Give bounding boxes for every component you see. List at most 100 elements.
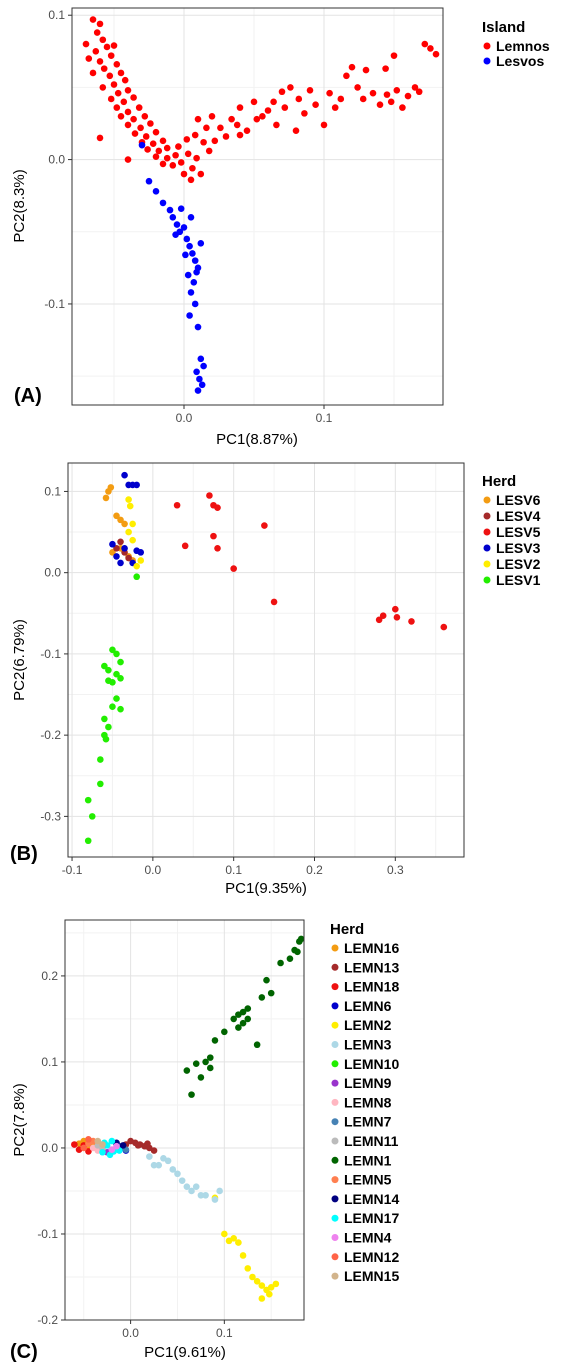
data-point <box>196 375 203 383</box>
legend-entry-label: LEMN17 <box>344 1210 399 1226</box>
data-point <box>126 502 134 510</box>
data-point <box>99 84 107 91</box>
data-point <box>383 91 391 98</box>
legend-swatch <box>331 1060 339 1068</box>
series-lemn1 <box>183 935 305 1098</box>
legend-entry-label: LEMN13 <box>344 959 399 975</box>
data-point <box>89 16 97 23</box>
data-point <box>205 147 213 155</box>
data-point <box>169 1166 177 1173</box>
data-point <box>105 666 112 674</box>
x-tick-label: -0.1 <box>62 863 83 877</box>
data-point <box>230 1015 238 1023</box>
data-point <box>141 112 149 120</box>
legend-entry-label: LESV3 <box>496 540 541 556</box>
data-point <box>155 1161 163 1169</box>
data-point <box>326 89 333 97</box>
data-point <box>193 154 200 162</box>
data-point <box>121 520 128 528</box>
data-point <box>343 72 350 80</box>
data-point <box>292 127 300 135</box>
data-point <box>253 1041 261 1049</box>
data-point <box>183 136 191 143</box>
data-point <box>120 98 128 106</box>
legend-swatch <box>331 1079 339 1087</box>
data-point <box>184 150 192 158</box>
data-point <box>200 138 207 146</box>
data-point <box>113 544 120 552</box>
legend-swatch <box>483 576 491 584</box>
series-lesv4 <box>113 538 132 562</box>
plot-frame <box>71 7 444 406</box>
data-point <box>133 481 140 489</box>
data-point <box>390 52 398 59</box>
data-point <box>250 98 258 106</box>
panel-label: (B) <box>10 843 38 865</box>
data-point <box>85 1148 92 1155</box>
data-point <box>92 48 100 55</box>
data-point <box>206 1064 214 1072</box>
data-point <box>152 128 160 136</box>
x-tick-label: 0.1 <box>316 411 333 425</box>
data-point <box>117 658 124 666</box>
data-point <box>180 170 188 178</box>
legend-entry-label: Lemnos <box>496 38 550 54</box>
legend-title: Herd <box>482 473 516 490</box>
data-point <box>261 522 268 529</box>
data-point <box>125 554 132 562</box>
data-point <box>89 69 97 77</box>
data-point <box>172 231 179 238</box>
data-point <box>197 240 205 247</box>
data-point <box>267 1284 275 1291</box>
data-point <box>178 1177 186 1184</box>
data-point <box>169 162 177 169</box>
data-point <box>113 670 120 678</box>
data-point <box>117 69 125 77</box>
data-point <box>186 242 193 250</box>
legend-title: Herd <box>330 921 364 938</box>
data-point <box>146 1153 153 1160</box>
y-axis-title: PC2(6.79%) <box>11 619 28 701</box>
panel-label: (A) <box>14 385 42 407</box>
data-point <box>121 544 128 552</box>
data-point <box>277 959 284 967</box>
legend-swatch <box>483 496 491 504</box>
data-point <box>145 177 153 185</box>
data-point <box>369 89 377 97</box>
data-point <box>101 715 108 723</box>
legend-swatch <box>331 1176 339 1184</box>
data-point <box>337 95 345 103</box>
data-point <box>97 780 104 788</box>
data-point <box>183 1067 191 1074</box>
data-point <box>375 616 383 624</box>
data-point <box>110 42 118 49</box>
legend-entry-label: LEMN9 <box>344 1075 392 1091</box>
data-point <box>101 662 108 670</box>
data-point <box>117 674 124 682</box>
y-axis-title: PC2(8.3%) <box>11 169 28 242</box>
data-point <box>113 553 120 560</box>
series-lemn15 <box>94 1137 106 1148</box>
data-point <box>184 271 192 279</box>
data-point <box>421 40 429 48</box>
data-point <box>159 199 167 207</box>
data-point <box>80 1144 88 1152</box>
x-tick-label: 0.1 <box>225 863 242 877</box>
data-point <box>211 1196 219 1203</box>
data-point <box>189 164 196 172</box>
data-point <box>408 618 415 625</box>
data-point <box>109 540 116 548</box>
data-point <box>99 1141 106 1148</box>
legend-swatch <box>331 1214 339 1222</box>
legend-swatch <box>331 1041 339 1048</box>
legend-swatch <box>331 1137 339 1145</box>
series-lemn13 <box>122 1137 158 1154</box>
data-point <box>177 205 185 212</box>
data-point <box>208 112 216 120</box>
data-point <box>258 994 266 1001</box>
legend-swatch <box>331 1002 339 1010</box>
data-point <box>393 614 401 621</box>
data-point <box>263 976 270 984</box>
